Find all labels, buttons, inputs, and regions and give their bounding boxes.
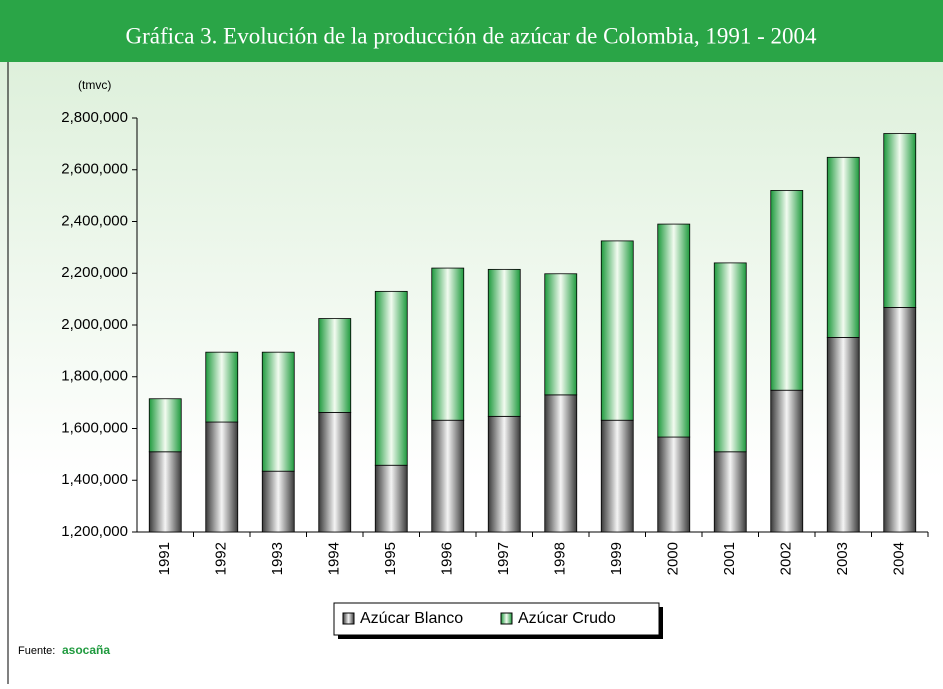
x-tick-label: 2000	[665, 542, 682, 575]
y-tick-label: 2,200,000	[61, 264, 128, 281]
chart-title: Gráfica 3. Evolución de la producción de…	[125, 23, 817, 48]
x-tick-label: 1991	[156, 542, 173, 575]
bar-segment	[770, 389, 804, 533]
bar-segment	[261, 351, 295, 472]
bar-segment	[600, 419, 634, 533]
x-tick-label: 1998	[552, 542, 569, 575]
bar-segment	[318, 412, 352, 533]
source: asocaña	[62, 643, 110, 657]
bar-segment	[713, 451, 747, 533]
bar-segment	[883, 307, 917, 533]
bar-segment	[318, 318, 352, 413]
y-tick-label: 2,400,000	[61, 212, 128, 229]
x-tick-label: 1995	[382, 542, 399, 575]
bar-segment	[431, 419, 465, 533]
bar-segment	[713, 262, 747, 453]
y-tick-label: 1,600,000	[61, 419, 128, 436]
y-tick-label: 1,400,000	[61, 471, 128, 488]
legend-box	[333, 602, 660, 636]
bar-segment	[487, 415, 521, 533]
x-tick-label: 1999	[608, 542, 625, 575]
y-tick-label: 2,000,000	[61, 316, 128, 333]
legend-label: Azúcar Blanco	[360, 610, 463, 627]
x-tick-label: 1993	[269, 542, 286, 575]
x-tick-label: 2003	[834, 542, 851, 575]
legend-swatch	[500, 612, 513, 625]
y-tick-label: 2,800,000	[61, 109, 128, 126]
y-tick-label: 1,800,000	[61, 368, 128, 385]
x-tick-label: 1997	[495, 542, 512, 575]
bar-segment	[148, 398, 182, 453]
bar-segment	[657, 223, 691, 438]
bar-segment	[374, 464, 408, 533]
bar-segment	[826, 156, 860, 338]
bar-segment	[544, 273, 578, 396]
x-tick-label: 1992	[213, 542, 230, 575]
header-band	[0, 0, 943, 62]
x-tick-label: 1994	[326, 542, 343, 575]
bar-segment	[770, 190, 804, 391]
bar-segment	[261, 470, 295, 533]
bar-segment	[487, 268, 521, 417]
bar-segment	[205, 351, 239, 423]
y-tick-label: 2,600,000	[61, 161, 128, 178]
x-tick-label: 2004	[891, 542, 908, 575]
bar-segment	[600, 240, 634, 421]
x-tick-label: 2002	[778, 542, 795, 575]
bar-segment	[826, 337, 860, 533]
legend-swatch	[342, 612, 355, 625]
bar-segment	[148, 451, 182, 533]
y-unit: (tmvc)	[78, 78, 111, 92]
bar-segment	[431, 267, 465, 421]
source-label: Fuente:	[18, 645, 55, 657]
x-tick-label: 2001	[721, 542, 738, 575]
bar-segment	[544, 394, 578, 533]
bar-segment	[883, 133, 917, 308]
bar-segment	[657, 436, 691, 533]
legend-label: Azúcar Crudo	[518, 610, 616, 627]
y-tick-label: 1,200,000	[61, 523, 128, 540]
x-tick-label: 1996	[439, 542, 456, 575]
bar-segment	[374, 290, 408, 466]
bar-segment	[205, 421, 239, 533]
